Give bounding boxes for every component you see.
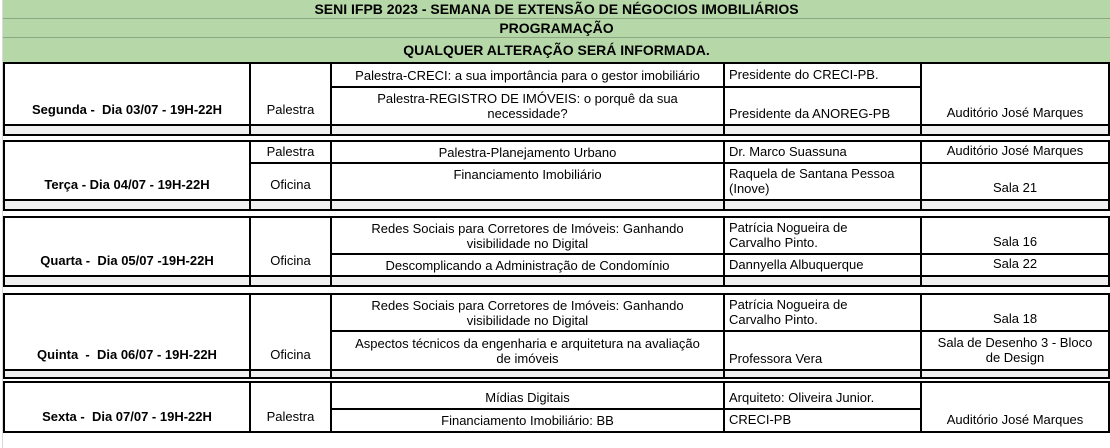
banner-title: SENI IFPB 2023 - SEMANA DE EXTENSÃO DE N…	[3, 0, 1110, 19]
title-cell: Mídias Digitais	[330, 381, 725, 410]
empty-cell	[249, 199, 332, 211]
type-cell: Oficina	[249, 162, 332, 201]
empty-cell	[920, 369, 1110, 379]
empty-cell	[330, 124, 725, 136]
empty-cell	[723, 275, 922, 287]
empty-cell	[723, 369, 922, 379]
speaker-cell: CRECI-PB	[723, 408, 922, 433]
empty-cell	[920, 275, 1110, 287]
type-cell: Palestra	[249, 381, 332, 433]
speaker-cell: Raquela de Santana Pessoa (Inove)	[723, 162, 922, 201]
empty-cell	[3, 199, 251, 211]
speaker-cell: Dannyella Albuquerque	[723, 253, 922, 277]
empty-cell	[3, 275, 251, 287]
empty-cell	[249, 124, 332, 136]
empty-cell	[920, 199, 1110, 211]
schedule-block-wednesday: Quarta - Dia 05/07 -19H-22H Oficina Rede…	[3, 216, 1110, 277]
empty-cell	[3, 124, 251, 136]
speaker-cell: Patrícia Nogueira de Carvalho Pinto.	[723, 293, 922, 332]
spacer-row	[3, 199, 1110, 211]
type-cell: Palestra	[249, 140, 332, 164]
banner-subtitle: PROGRAMAÇÃO	[3, 19, 1110, 38]
empty-cell	[920, 124, 1110, 136]
type-cell: Oficina	[249, 216, 332, 277]
spacer-row	[3, 124, 1110, 136]
schedule-block-thursday: Quinta - Dia 06/07 - 19H-22H Oficina Red…	[3, 293, 1110, 371]
speaker-cell: Patrícia Nogueira de Carvalho Pinto.	[723, 216, 922, 255]
location-cell: Sala 22	[920, 253, 1110, 277]
empty-cell	[249, 275, 332, 287]
day-cell: Quarta - Dia 05/07 -19H-22H	[3, 216, 251, 277]
location-cell: Auditório José Marques	[920, 381, 1110, 433]
location-cell: Sala 21	[920, 162, 1110, 201]
speaker-cell: Professora Vera	[723, 330, 922, 371]
day-cell: Quinta - Dia 06/07 - 19H-22H	[3, 293, 251, 371]
title-cell: Aspectos técnicos da engenharia e arquit…	[330, 330, 725, 371]
title-cell: Redes Sociais para Corretores de Imóveis…	[330, 216, 725, 255]
type-cell: Oficina	[249, 293, 332, 371]
title-cell: Redes Sociais para Corretores de Imóveis…	[330, 293, 725, 332]
title-cell: Financiamento Imobiliário	[330, 162, 725, 201]
location-cell: Sala 16	[920, 216, 1110, 255]
speaker-cell: Dr. Marco Suassuna	[723, 140, 922, 164]
title-cell: Financiamento Imobiliário: BB	[330, 408, 725, 433]
day-cell: Sexta - Dia 07/07 - 19H-22H	[3, 381, 251, 433]
empty-cell	[330, 199, 725, 211]
spacer-row	[3, 369, 1110, 379]
empty-cell	[249, 369, 332, 379]
location-cell: Auditório José Marques	[920, 62, 1110, 126]
day-cell: Terça - Dia 04/07 - 19H-22H	[3, 140, 251, 201]
empty-cell	[723, 199, 922, 211]
location-cell: Auditório José Marques	[920, 140, 1110, 164]
empty-cell	[330, 275, 725, 287]
schedule-block-friday: Sexta - Dia 07/07 - 19H-22H Palestra Míd…	[3, 381, 1110, 433]
title-cell: Descomplicando a Administração de Condom…	[330, 253, 725, 277]
speaker-cell: Arquiteto: Oliveira Junior.	[723, 381, 922, 410]
title-cell: Palestra-CRECI: a sua importância para o…	[330, 62, 725, 88]
day-cell: Segunda - Dia 03/07 - 19H-22H	[3, 62, 251, 126]
speaker-cell: Presidente da ANOREG-PB	[723, 86, 922, 126]
empty-cell	[723, 124, 922, 136]
title-cell: Palestra-Planejamento Urbano	[330, 140, 725, 164]
schedule-block-tuesday: Terça - Dia 04/07 - 19H-22H Palestra Pal…	[3, 140, 1110, 201]
empty-cell	[3, 369, 251, 379]
speaker-cell: Presidente do CRECI-PB.	[723, 62, 922, 88]
schedule-block-monday: Segunda - Dia 03/07 - 19H-22H Palestra P…	[3, 62, 1110, 126]
empty-cell	[330, 369, 725, 379]
title-cell: Palestra-REGISTRO DE IMÓVEIS: o porquê d…	[330, 86, 725, 126]
banner-notice: QUALQUER ALTERAÇÃO SERÁ INFORMADA.	[3, 38, 1110, 62]
location-cell: Sala 18	[920, 293, 1110, 332]
type-cell: Palestra	[249, 62, 332, 126]
spacer-row	[3, 275, 1110, 287]
location-cell: Sala de Desenho 3 - Bloco de Design	[920, 330, 1110, 371]
